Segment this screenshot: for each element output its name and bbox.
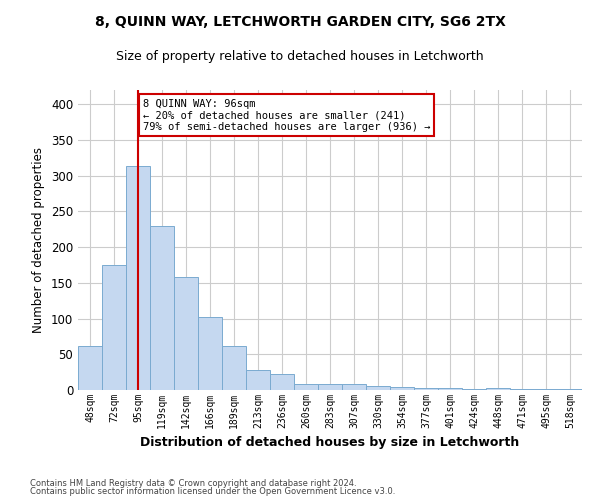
Bar — [126, 166, 150, 390]
Bar — [102, 265, 126, 390]
Bar — [558, 388, 582, 390]
Bar — [246, 370, 270, 390]
Bar — [366, 386, 390, 390]
Bar — [222, 346, 246, 390]
Bar — [342, 384, 366, 390]
Bar — [414, 388, 438, 390]
Bar — [78, 346, 102, 390]
Text: Contains HM Land Registry data © Crown copyright and database right 2024.: Contains HM Land Registry data © Crown c… — [30, 478, 356, 488]
Bar — [270, 374, 294, 390]
Bar — [486, 388, 510, 390]
Text: 8, QUINN WAY, LETCHWORTH GARDEN CITY, SG6 2TX: 8, QUINN WAY, LETCHWORTH GARDEN CITY, SG… — [95, 15, 505, 29]
X-axis label: Distribution of detached houses by size in Letchworth: Distribution of detached houses by size … — [140, 436, 520, 450]
Y-axis label: Number of detached properties: Number of detached properties — [32, 147, 46, 333]
Bar — [390, 387, 414, 390]
Bar — [174, 277, 198, 390]
Bar — [462, 388, 486, 390]
Bar — [150, 226, 174, 390]
Bar — [438, 388, 462, 390]
Text: 8 QUINN WAY: 96sqm
← 20% of detached houses are smaller (241)
79% of semi-detach: 8 QUINN WAY: 96sqm ← 20% of detached hou… — [143, 98, 430, 132]
Bar — [198, 317, 222, 390]
Text: Contains public sector information licensed under the Open Government Licence v3: Contains public sector information licen… — [30, 487, 395, 496]
Bar — [318, 384, 342, 390]
Bar — [294, 384, 318, 390]
Text: Size of property relative to detached houses in Letchworth: Size of property relative to detached ho… — [116, 50, 484, 63]
Bar — [534, 388, 558, 390]
